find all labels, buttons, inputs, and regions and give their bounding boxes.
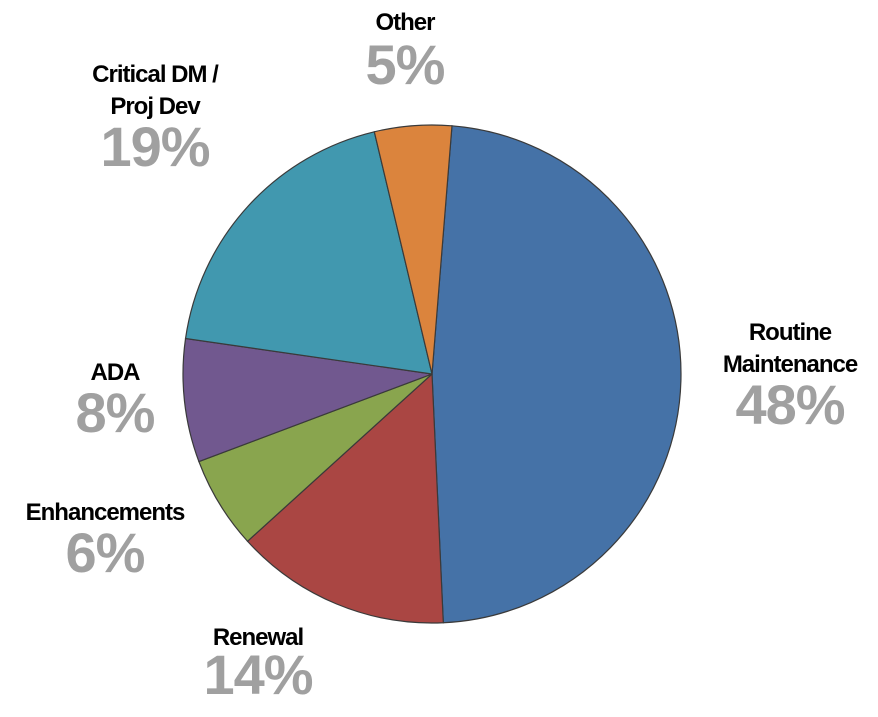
pie-slice	[184, 131, 433, 375]
label-line: Critical DM /	[92, 61, 219, 88]
percent-label: 6%	[66, 521, 145, 584]
label-line: Routine	[749, 319, 832, 346]
slice-label: ADA	[91, 359, 141, 386]
slice-label: Enhancements	[26, 499, 185, 526]
percent-label: 14%	[203, 643, 312, 706]
label-line: Maintenance	[723, 351, 858, 378]
pie-slice	[246, 372, 444, 624]
slice-label: Other	[375, 9, 435, 36]
slice-label: Renewal	[213, 624, 303, 651]
pie-slice	[182, 337, 433, 463]
pie-slice	[373, 124, 453, 375]
percent-label: 5%	[366, 33, 445, 96]
percent-label: 8%	[76, 381, 155, 444]
percent-label: 19%	[100, 115, 209, 178]
slice-label: Routine Maintenance	[723, 319, 858, 378]
percent-label: 48%	[735, 373, 844, 436]
label-line: Proj Dev	[110, 93, 201, 120]
pie-slice	[431, 125, 682, 624]
slice-label: Critical DM / Proj Dev	[92, 61, 219, 120]
